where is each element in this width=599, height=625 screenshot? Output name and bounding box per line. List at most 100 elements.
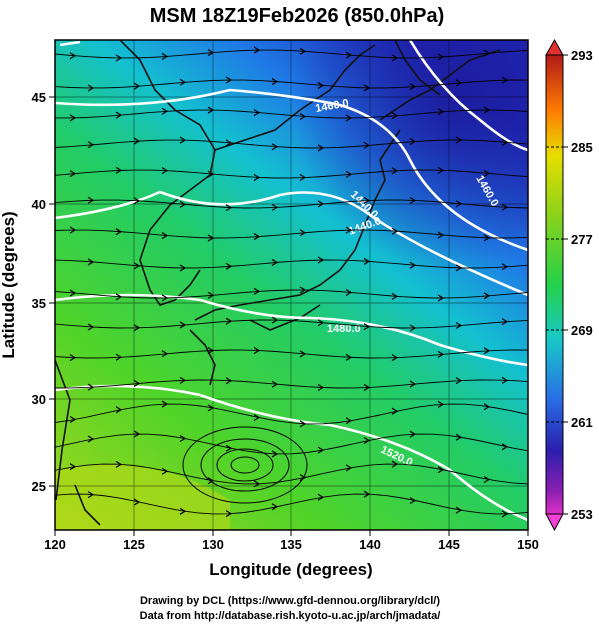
wind-arrow — [345, 353, 353, 361]
wind-arrow — [271, 450, 279, 458]
wind-arrow — [133, 262, 141, 270]
wind-arrow — [455, 433, 463, 441]
y-tick-label: 45 — [32, 90, 46, 105]
wind-arrow — [115, 166, 123, 174]
y-tick-label: 35 — [32, 296, 46, 311]
wind-arrow — [317, 493, 325, 501]
wind-arrow — [299, 174, 307, 182]
streamline — [55, 493, 528, 515]
wind-arrow — [253, 480, 261, 488]
wind-arrow — [501, 376, 509, 384]
wind-arrow — [345, 417, 353, 425]
x-tick-label: 140 — [359, 537, 381, 552]
wind-arrow — [363, 257, 371, 265]
wind-arrow — [161, 232, 169, 240]
wind-arrow — [87, 383, 95, 391]
colorbar-bottom-triangle — [545, 513, 564, 532]
wind-arrow — [87, 258, 95, 266]
wind-arrow — [133, 197, 141, 205]
wind-arrow — [115, 111, 123, 119]
wind-arrow — [455, 79, 463, 87]
wind-arrow — [455, 322, 463, 330]
wind-arrow — [345, 288, 353, 296]
wind-arrow — [409, 261, 417, 269]
streamline — [55, 109, 528, 119]
wind-arrow — [133, 498, 141, 506]
wind-arrow — [391, 354, 399, 362]
wind-arrow — [161, 350, 169, 358]
wind-arrow — [299, 47, 307, 55]
wind-arrow — [115, 228, 123, 236]
wind-arrow — [437, 231, 445, 239]
streamline — [55, 289, 528, 299]
wind-arrow — [437, 166, 445, 174]
wind-arrow — [363, 436, 371, 444]
wind-arrow — [179, 264, 187, 272]
wind-arrow — [299, 229, 307, 237]
wind-arrow — [69, 170, 77, 178]
colorbar-tick-label: 277 — [571, 232, 593, 247]
wind-arrow — [115, 54, 123, 62]
streamline — [55, 79, 528, 89]
wind-arrow — [501, 318, 509, 326]
wind-arrow — [363, 383, 371, 391]
wind-arrow — [483, 347, 491, 355]
wind-arrow — [69, 289, 77, 297]
figure-title: MSM 18Z19Feb2026 (850.0hPa) — [150, 5, 445, 27]
wind-arrow — [253, 109, 261, 117]
wind-arrow — [225, 377, 233, 385]
wind-arrow — [501, 138, 509, 146]
wind-arrow — [69, 226, 77, 234]
wind-arrow — [87, 141, 95, 149]
wind-arrow — [345, 114, 353, 122]
wind-arrow — [207, 291, 215, 299]
wind-arrow — [409, 324, 417, 332]
wind-arrow — [455, 200, 463, 208]
wind-arrow — [225, 76, 233, 84]
wind-arrow — [299, 350, 307, 358]
wind-arrow — [455, 264, 463, 272]
x-tick-label: 135 — [280, 537, 302, 552]
wind-arrow — [409, 496, 417, 505]
wind-arrow — [271, 258, 279, 266]
x-axis: 120 125 130 135 140 145 150 Longitude (d… — [44, 530, 539, 579]
wind-arrow — [69, 52, 77, 60]
wind-arrow — [253, 173, 261, 181]
wind-arrow — [363, 490, 371, 498]
wind-arrow — [115, 353, 123, 361]
wind-arrow — [179, 78, 187, 86]
wind-arrow — [317, 200, 325, 208]
wind-streamlines — [55, 46, 528, 518]
wind-arrow — [133, 379, 141, 387]
y-tick-label: 30 — [32, 392, 46, 407]
wind-arrow — [345, 464, 353, 472]
warm-region-south — [55, 464, 230, 530]
wind-arrow — [409, 430, 417, 438]
wind-arrow — [363, 197, 371, 205]
streamline — [55, 319, 528, 329]
wind-arrow — [299, 473, 307, 482]
wind-arrow — [133, 430, 141, 438]
wind-arrow — [317, 319, 325, 327]
wind-arrow — [345, 226, 353, 234]
wind-arrow — [317, 144, 325, 152]
wind-arrow — [69, 415, 77, 424]
colorbar: 293 285 277 269 261 253 — [545, 38, 593, 532]
wind-arrow — [299, 112, 307, 120]
wind-arrow — [87, 84, 95, 92]
wind-arrow — [483, 169, 491, 177]
wind-arrow — [115, 460, 123, 468]
y-axis-title: Latitude (degrees) — [0, 211, 18, 358]
wind-arrow — [87, 435, 95, 443]
wind-arrow — [253, 46, 261, 54]
streamline — [55, 139, 528, 149]
wind-arrow — [391, 167, 399, 175]
streamline — [55, 49, 528, 59]
wind-arrow — [437, 53, 445, 61]
wind-arrow — [179, 435, 187, 443]
wind-arrow — [161, 167, 169, 175]
wind-arrow — [437, 466, 445, 474]
y-tick-label: 25 — [32, 479, 46, 494]
colorbar-tick-label: 293 — [571, 48, 593, 63]
